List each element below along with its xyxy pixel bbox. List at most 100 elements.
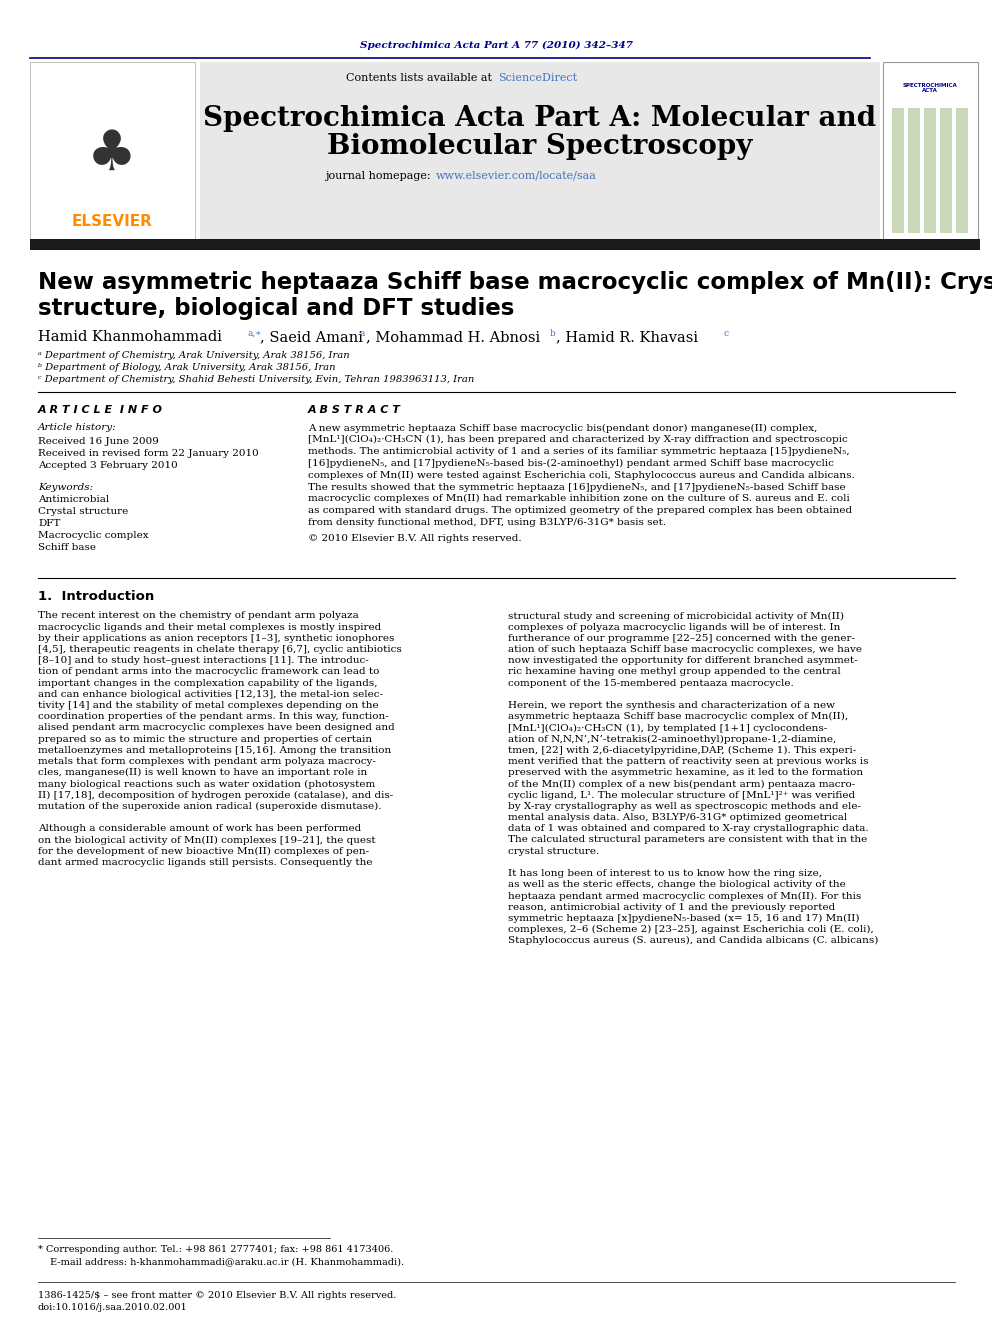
Text: tmen, [22] with 2,6-diacetylpyridine,DAP, (Scheme 1). This experi-: tmen, [22] with 2,6-diacetylpyridine,DAP…: [508, 746, 856, 755]
Text: complexes, 2–6 (Scheme 2) [23–25], against Escherichia coli (E. coli),: complexes, 2–6 (Scheme 2) [23–25], again…: [508, 925, 874, 934]
Text: many biological reactions such as water oxidation (photosystem: many biological reactions such as water …: [38, 779, 375, 789]
Text: dant armed macrocyclic ligands still persists. Consequently the: dant armed macrocyclic ligands still per…: [38, 857, 373, 867]
Text: by X-ray crystallography as well as spectroscopic methods and ele-: by X-ray crystallography as well as spec…: [508, 802, 861, 811]
Text: [8–10] and to study host–guest interactions [11]. The introduc-: [8–10] and to study host–guest interacti…: [38, 656, 369, 665]
Text: ric hexamine having one methyl group appended to the central: ric hexamine having one methyl group app…: [508, 668, 841, 676]
Text: coordination properties of the pendant arms. In this way, function-: coordination properties of the pendant a…: [38, 712, 389, 721]
Text: 1.  Introduction: 1. Introduction: [38, 590, 154, 602]
Text: from density functional method, DFT, using B3LYP/6-31G* basis set.: from density functional method, DFT, usi…: [308, 517, 666, 527]
Text: Received in revised form 22 January 2010: Received in revised form 22 January 2010: [38, 448, 259, 458]
Text: Crystal structure: Crystal structure: [38, 508, 128, 516]
Text: Biomolecular Spectroscopy: Biomolecular Spectroscopy: [327, 134, 753, 160]
Text: structural study and screening of microbicidal activity of Mn(II): structural study and screening of microb…: [508, 611, 844, 620]
Text: Staphylococcus aureus (S. aureus), and Candida albicans (C. albicans): Staphylococcus aureus (S. aureus), and C…: [508, 937, 878, 946]
Text: prepared so as to mimic the structure and properties of certain: prepared so as to mimic the structure an…: [38, 734, 372, 744]
Text: asymmetric heptaaza Schiff base macrocyclic complex of Mn(II),: asymmetric heptaaza Schiff base macrocyc…: [508, 712, 848, 721]
Text: for the development of new bioactive Mn(II) complexes of pen-: for the development of new bioactive Mn(…: [38, 847, 369, 856]
Text: tivity [14] and the stability of metal complexes depending on the: tivity [14] and the stability of metal c…: [38, 701, 379, 710]
Text: A new asymmetric heptaaza Schiff base macrocyclic bis(pendant donor) manganese(I: A new asymmetric heptaaza Schiff base ma…: [308, 423, 817, 433]
Text: Spectrochimica Acta Part A: Molecular and: Spectrochimica Acta Part A: Molecular an…: [203, 105, 877, 131]
Text: Macrocyclic complex: Macrocyclic complex: [38, 532, 149, 541]
Text: symmetric heptaaza [x]pydieneN₅-based (x= 15, 16 and 17) Mn(II): symmetric heptaaza [x]pydieneN₅-based (x…: [508, 914, 859, 923]
Text: Although a considerable amount of work has been performed: Although a considerable amount of work h…: [38, 824, 361, 833]
Text: preserved with the asymmetric hexamine, as it led to the formation: preserved with the asymmetric hexamine, …: [508, 769, 863, 778]
Text: www.elsevier.com/locate/saa: www.elsevier.com/locate/saa: [436, 171, 597, 181]
Text: a,∗: a,∗: [248, 328, 262, 337]
Text: [16]pydieneN₅, and [17]pydieneN₅-based bis-(2-aminoethyl) pendant armed Schiff b: [16]pydieneN₅, and [17]pydieneN₅-based b…: [308, 459, 834, 468]
Text: a: a: [360, 328, 365, 337]
Text: [MnL¹](ClO₄)₂·CH₃CN (1), has been prepared and characterized by X-ray diffractio: [MnL¹](ClO₄)₂·CH₃CN (1), has been prepar…: [308, 435, 848, 445]
Text: macrocyclic complexes of Mn(II) had remarkable inhibition zone on the culture of: macrocyclic complexes of Mn(II) had rema…: [308, 495, 850, 503]
Bar: [883, 62, 978, 239]
Text: ScienceDirect: ScienceDirect: [498, 73, 577, 83]
Text: Hamid Khanmohammadi: Hamid Khanmohammadi: [38, 329, 222, 344]
Text: , Saeid Amani: , Saeid Amani: [260, 329, 363, 344]
Text: DFT: DFT: [38, 520, 61, 528]
Text: A B S T R A C T: A B S T R A C T: [308, 405, 401, 415]
Text: macrocyclic ligands and their metal complexes is mostly inspired: macrocyclic ligands and their metal comp…: [38, 623, 381, 631]
Text: [4,5], therapeutic reagents in chelate therapy [6,7], cyclic antibiotics: [4,5], therapeutic reagents in chelate t…: [38, 646, 402, 654]
Text: metals that form complexes with pendant arm polyaza macrocy-: metals that form complexes with pendant …: [38, 757, 376, 766]
Text: ELSEVIER: ELSEVIER: [71, 214, 153, 229]
Text: important changes in the complexation capability of the ligands,: important changes in the complexation ca…: [38, 679, 378, 688]
Text: New asymmetric heptaaza Schiff base macrocyclic complex of Mn(II): Crystal: New asymmetric heptaaza Schiff base macr…: [38, 271, 992, 295]
Text: Antimicrobial: Antimicrobial: [38, 496, 109, 504]
Text: tion of pendant arms into the macrocyclic framework can lead to: tion of pendant arms into the macrocycli…: [38, 668, 379, 676]
Text: The results showed that the symmetric heptaaza [16]pydieneN₅, and [17]pydieneN₅-: The results showed that the symmetric he…: [308, 483, 845, 492]
Text: mental analysis data. Also, B3LYP/6-31G* optimized geometrical: mental analysis data. Also, B3LYP/6-31G*…: [508, 814, 847, 822]
Text: [MnL¹](ClO₄)₂·CH₃CN (1), by templated [1+1] cyclocondens-: [MnL¹](ClO₄)₂·CH₃CN (1), by templated [1…: [508, 724, 827, 733]
Text: b: b: [550, 328, 556, 337]
Text: ᵃ Department of Chemistry, Arak University, Arak 38156, Iran: ᵃ Department of Chemistry, Arak Universi…: [38, 352, 350, 360]
Text: Spectrochimica Acta Part A 77 (2010) 342–347: Spectrochimica Acta Part A 77 (2010) 342…: [359, 41, 633, 49]
Bar: [908, 108, 920, 233]
Text: Herein, we report the synthesis and characterization of a new: Herein, we report the synthesis and char…: [508, 701, 835, 710]
Text: It has long been of interest to us to know how the ring size,: It has long been of interest to us to kn…: [508, 869, 822, 878]
Text: ᵇ Department of Biology, Arak University, Arak 38156, Iran: ᵇ Department of Biology, Arak University…: [38, 364, 335, 373]
Text: on the biological activity of Mn(II) complexes [19–21], the quest: on the biological activity of Mn(II) com…: [38, 835, 376, 844]
Text: Article history:: Article history:: [38, 423, 117, 433]
Text: II) [17,18], decomposition of hydrogen peroxide (catalase), and dis-: II) [17,18], decomposition of hydrogen p…: [38, 791, 393, 800]
Bar: [30, 239, 980, 250]
Text: as compared with standard drugs. The optimized geometry of the prepared complex : as compared with standard drugs. The opt…: [308, 507, 852, 515]
Text: now investigated the opportunity for different branched asymmet-: now investigated the opportunity for dif…: [508, 656, 858, 665]
Text: * Corresponding author. Tel.: +98 861 2777401; fax: +98 861 4173406.: * Corresponding author. Tel.: +98 861 27…: [38, 1245, 394, 1254]
Text: Schiff base: Schiff base: [38, 544, 96, 553]
Text: A R T I C L E  I N F O: A R T I C L E I N F O: [38, 405, 163, 415]
Text: component of the 15-membered pentaaza macrocycle.: component of the 15-membered pentaaza ma…: [508, 679, 794, 688]
Bar: [940, 108, 952, 233]
Text: structure, biological and DFT studies: structure, biological and DFT studies: [38, 296, 515, 319]
Text: complexes of polyaza macrocyclic ligands will be of interest. In: complexes of polyaza macrocyclic ligands…: [508, 623, 840, 631]
Text: Contents lists available at: Contents lists available at: [346, 73, 496, 83]
Text: and can enhance biological activities [12,13], the metal-ion selec-: and can enhance biological activities [1…: [38, 689, 383, 699]
Text: c: c: [723, 328, 728, 337]
Text: of the Mn(II) complex of a new bis(pendant arm) pentaaza macro-: of the Mn(II) complex of a new bis(penda…: [508, 779, 855, 789]
Text: alised pendant arm macrocyclic complexes have been designed and: alised pendant arm macrocyclic complexes…: [38, 724, 395, 733]
Text: heptaaza pendant armed macrocyclic complexes of Mn(II). For this: heptaaza pendant armed macrocyclic compl…: [508, 892, 861, 901]
Bar: [30, 62, 195, 239]
Text: reason, antimicrobial activity of 1 and the previously reported: reason, antimicrobial activity of 1 and …: [508, 902, 835, 912]
Text: E-mail address: h-khanmohammadi@araku.ac.ir (H. Khanmohammadi).: E-mail address: h-khanmohammadi@araku.ac…: [50, 1257, 404, 1266]
Text: complexes of Mn(II) were tested against Escherichia coli, Staphylococcus aureus : complexes of Mn(II) were tested against …: [308, 471, 855, 480]
Text: metalloenzymes and metalloproteins [15,16]. Among the transition: metalloenzymes and metalloproteins [15,1…: [38, 746, 391, 755]
Text: ation of such heptaaza Schiff base macrocyclic complexes, we have: ation of such heptaaza Schiff base macro…: [508, 646, 862, 654]
Bar: [892, 108, 904, 233]
Text: furtherance of our programme [22–25] concerned with the gener-: furtherance of our programme [22–25] con…: [508, 634, 855, 643]
Bar: [200, 62, 880, 239]
Text: as well as the steric effects, change the biological activity of the: as well as the steric effects, change th…: [508, 880, 846, 889]
Text: data of 1 was obtained and compared to X-ray crystallographic data.: data of 1 was obtained and compared to X…: [508, 824, 869, 833]
Text: The recent interest on the chemistry of pendant arm polyaza: The recent interest on the chemistry of …: [38, 611, 359, 620]
Bar: [956, 108, 968, 233]
Text: The calculated structural parameters are consistent with that in the: The calculated structural parameters are…: [508, 836, 867, 844]
Text: by their applications as anion receptors [1–3], synthetic ionophores: by their applications as anion receptors…: [38, 634, 395, 643]
Text: © 2010 Elsevier B.V. All rights reserved.: © 2010 Elsevier B.V. All rights reserved…: [308, 533, 522, 542]
Text: methods. The antimicrobial activity of 1 and a series of its familiar symmetric : methods. The antimicrobial activity of 1…: [308, 447, 849, 456]
Text: cles, manganese(II) is well known to have an important role in: cles, manganese(II) is well known to hav…: [38, 769, 367, 778]
Text: Accepted 3 February 2010: Accepted 3 February 2010: [38, 460, 178, 470]
Text: Received 16 June 2009: Received 16 June 2009: [38, 437, 159, 446]
Text: cyclic ligand, L¹. The molecular structure of [MnL¹]²⁺ was verified: cyclic ligand, L¹. The molecular structu…: [508, 791, 855, 799]
Text: crystal structure.: crystal structure.: [508, 847, 599, 856]
Text: SPECTROCHIMICA
ACTA: SPECTROCHIMICA ACTA: [903, 82, 957, 94]
Text: Keywords:: Keywords:: [38, 483, 93, 492]
Bar: [924, 108, 936, 233]
Text: ♣: ♣: [87, 128, 137, 183]
